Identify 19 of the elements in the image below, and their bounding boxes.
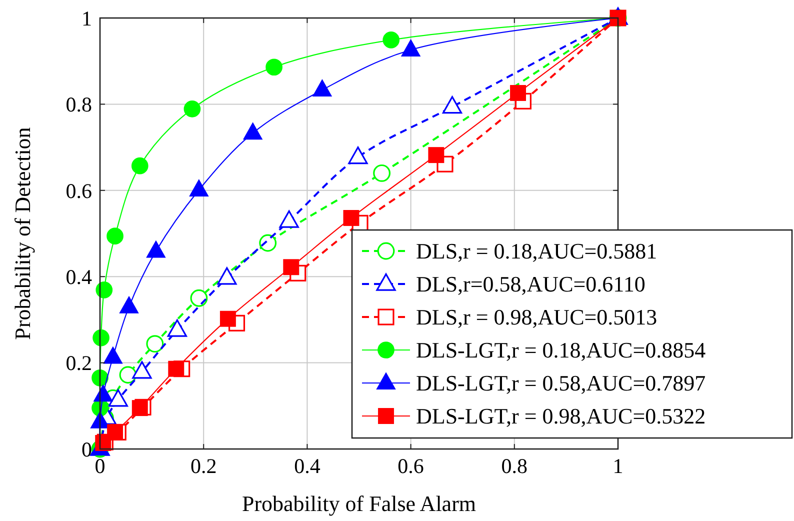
x-tick-label: 0.8 [501, 454, 528, 478]
y-tick-label: 0 [82, 437, 92, 462]
legend-label: DLS-LGT,r = 0.98,AUC=0.5322 [416, 404, 706, 429]
legend-label: DLS,r = 0.98,AUC=0.5013 [416, 304, 658, 330]
x-tick-label: 0.6 [398, 454, 424, 478]
y-tick-label: 0.6 [66, 178, 92, 203]
y-tick-label: 0.2 [66, 351, 92, 376]
legend-label: DLS-LGT,r = 0.18,AUC=0.8854 [416, 338, 706, 363]
x-tick-label: 1 [612, 454, 624, 478]
y-tick-label: 0.4 [66, 264, 92, 289]
legend-label: DLS,r = 0.18,AUC=0.5881 [416, 238, 658, 264]
x-tick-label: 0.4 [294, 454, 321, 478]
x-axis-title: Probability of False Alarm [242, 491, 476, 516]
y-axis-title: Probability of Detection [10, 127, 35, 340]
x-tick-label: 0.2 [190, 454, 217, 478]
y-tick-label: 1 [82, 6, 92, 30]
y-tick-label: 0.8 [66, 92, 92, 117]
legend-label: DLS,r=0.58,AUC=0.6110 [416, 272, 646, 297]
legend-label: DLS-LGT,r = 0.58,AUC=0.7897 [416, 370, 706, 396]
